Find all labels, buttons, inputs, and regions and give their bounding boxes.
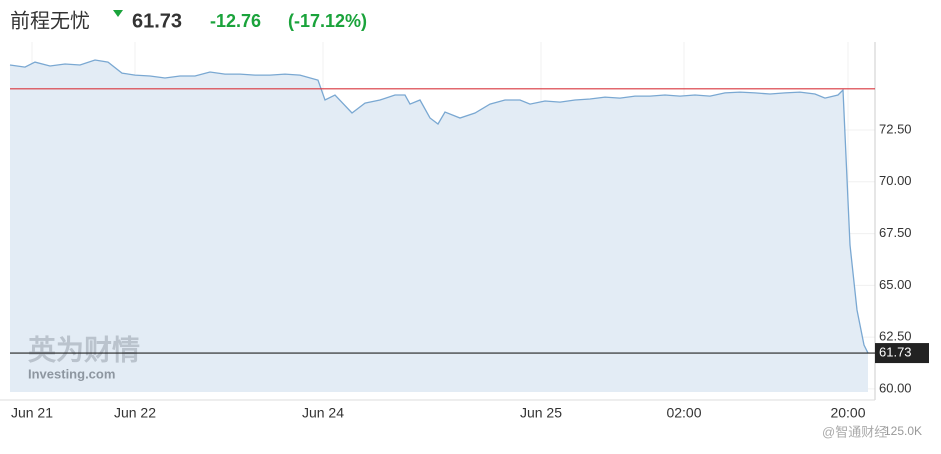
down-arrow [113, 10, 123, 17]
x-tick-label: Jun 24 [302, 405, 344, 421]
x-tick-label: Jun 25 [520, 405, 562, 421]
change: -12.76 [210, 11, 261, 31]
y-tick-label: 72.50 [879, 121, 912, 136]
chart-title: 前程无忧 [10, 9, 90, 32]
x-tick-label: Jun 22 [114, 405, 156, 421]
volume-label: 125.0K [884, 424, 922, 438]
price-tag-label: 61.73 [879, 345, 912, 360]
y-tick-label: 67.50 [879, 225, 912, 240]
y-tick-label: 65.00 [879, 277, 912, 292]
watermark: 英为财情 [28, 334, 140, 365]
x-tick-label: 20:00 [830, 405, 865, 421]
price: 61.73 [132, 10, 182, 32]
area [10, 60, 868, 392]
price-line [9, 59, 869, 354]
y-tick-label: 70.00 [879, 173, 912, 188]
x-tick-label: 02:00 [666, 405, 701, 421]
change-percent: (-17.12%) [288, 11, 367, 31]
x-tick-label: Jun 21 [11, 405, 53, 421]
price-tag [875, 343, 929, 364]
y-tick-label: 60.00 [879, 380, 912, 395]
source: @智通财经 [822, 424, 887, 439]
y-tick-label: 62.50 [879, 329, 912, 344]
watermark-sub: Investing.com [28, 366, 115, 381]
